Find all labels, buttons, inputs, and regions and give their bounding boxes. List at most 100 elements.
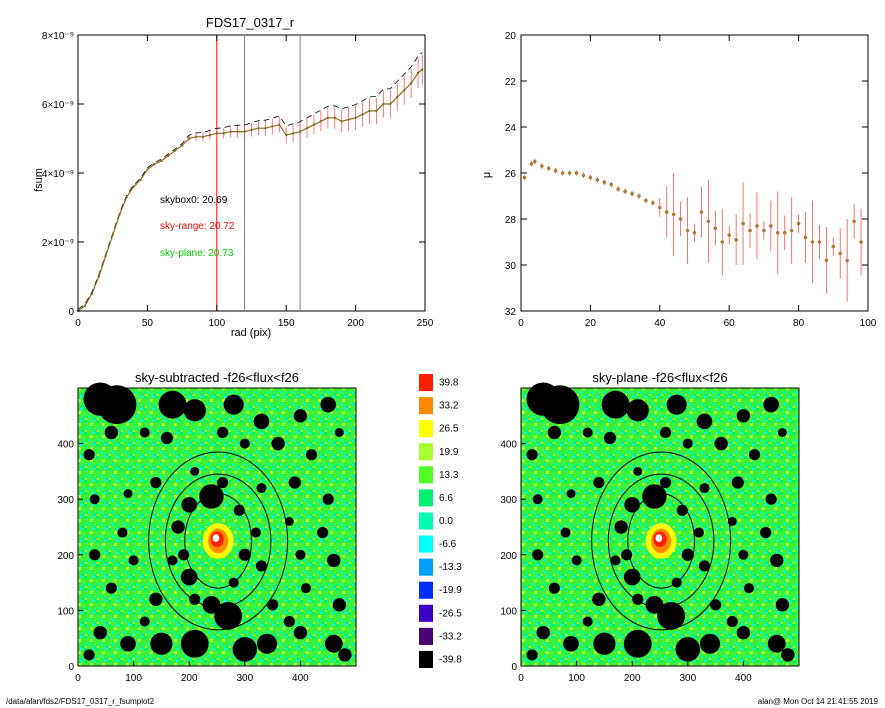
masked-source [180,568,198,586]
masked-source [255,560,268,572]
colorbar-swatch [419,466,433,484]
x-tick-label: 40 [654,318,666,329]
mu-point [838,251,843,256]
mu-point [678,217,683,221]
x-tick-label: 0 [75,673,81,684]
image1-y-ticks: 0 100 200 300 400 [57,440,83,673]
masked-source [320,396,336,413]
y-tick-label: 400 [57,440,74,451]
masked-source [726,615,738,628]
sky-subtracted-image-panel: sky-subtracted -f26<flux<f26 0 100 200 300 4… [57,370,357,684]
fsum-point [132,185,135,188]
masked-source [83,649,95,661]
fsum-point [416,71,420,75]
mu-point [810,240,815,244]
colorbar-swatch [419,581,433,599]
fsum-envelope-line [77,52,423,310]
colorbar-swatch [419,489,433,507]
masked-source [736,625,751,640]
masked-source [765,493,777,505]
masked-sources [526,382,795,662]
x-tick-label: 200 [181,673,198,684]
isophote-ellipse [591,451,732,631]
masked-source [675,637,701,662]
x-tick-label: 150 [278,318,295,329]
masked-source [250,527,261,538]
colorbar-label: 13.3 [439,470,459,481]
mu-point [637,194,641,198]
masked-source [547,425,562,440]
colorbar-swatch [419,512,433,530]
masked-source [117,527,128,538]
colorbar-label: 33.2 [439,401,459,412]
fsum-point [319,120,323,123]
masked-source [202,595,221,614]
y-tick-label: 400 [500,440,517,451]
masked-source [104,425,119,440]
mu-point [713,226,718,230]
fsum-point [153,163,156,166]
masked-source [593,476,605,489]
y-tick-label: 200 [57,551,74,562]
colorbar-label: -19.9 [439,585,462,596]
mu-point [685,228,690,233]
mu-point [741,221,745,226]
fsum-point [222,132,225,135]
fsum-point [97,275,101,278]
x-tick-label: 400 [292,673,309,684]
masked-source [139,427,150,438]
annotation-sky-plane: sky-plane: 20.73 [160,248,234,259]
mu-point [831,244,836,249]
fsum-point [125,195,128,199]
mu-point [616,187,620,191]
y-tick-label: 100 [57,606,74,617]
y-tick-label: 4×10⁻⁹ [42,169,74,180]
galaxy-nucleus [655,534,663,543]
mu-point [522,175,527,180]
footer-timestamp: alan@ Mon Oct 14 21:41:55 2019 [758,697,879,706]
masked-source [97,385,137,425]
mu-point [651,201,655,205]
fsum-y-ticks: 0 2×10⁻⁹ 4×10⁻⁹ 6×10⁻⁹ 8×10⁻⁹ [42,31,425,318]
fsum-point [368,109,371,113]
colorbar-label: -33.2 [439,631,462,642]
fsum-point [382,102,385,106]
masked-source [770,553,784,568]
colorbar-swatch [419,397,433,415]
fsum-point [173,149,177,152]
masked-source [727,516,737,526]
mu-point [664,210,669,214]
fsum-point [83,304,87,308]
sky-plane-title: sky-plane -f26<flux<f26 [592,370,727,385]
sky-subtracted-title: sky-subtracted -f26<flux<f26 [135,370,299,385]
masked-source [623,568,641,586]
masked-source [239,438,250,449]
x-tick-label: 80 [793,318,805,329]
y-tick-label: 0 [68,662,74,673]
fsum-point [167,154,170,157]
isophote-ellipses [591,451,732,631]
colorbar-swatch [419,558,433,576]
masked-source [180,629,209,658]
y-tick-label: 300 [57,495,74,506]
fsum-point [421,68,424,71]
mu-point [692,231,697,235]
mu-point [782,231,787,235]
x-tick-label: 300 [679,673,696,684]
masked-source [257,633,278,654]
colorbar-swatch [419,604,433,622]
masked-source [548,582,560,594]
masked-source [334,428,344,437]
masked-source [682,438,693,449]
colorbar-label: -6.6 [439,539,457,550]
masked-source [760,527,772,539]
x-tick-label: 100 [208,318,225,329]
mu-point [529,162,534,166]
masked-source [540,385,580,425]
annotation-sky-range: sky-range: 20.72 [160,221,235,232]
masked-source [120,635,136,652]
masked-source [699,483,710,494]
colorbar-swatch [419,374,433,392]
mu-point [699,210,704,214]
fsum-point [111,233,114,237]
